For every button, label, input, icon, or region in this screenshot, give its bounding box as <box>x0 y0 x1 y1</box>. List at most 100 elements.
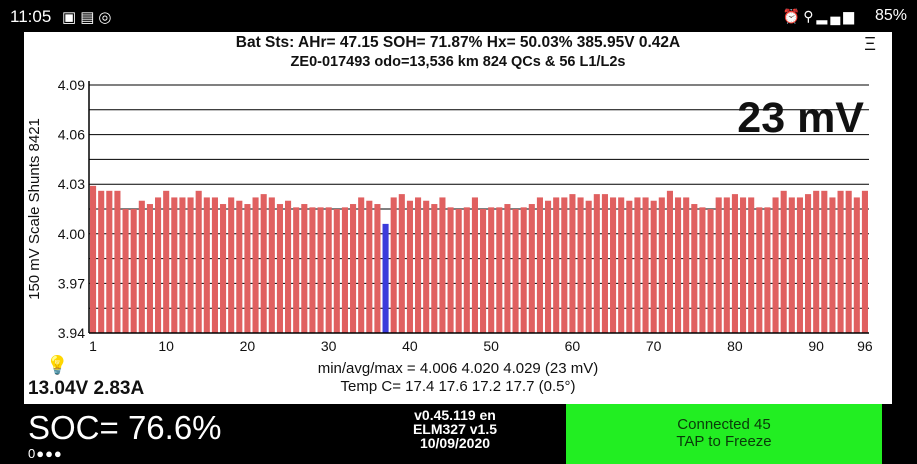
cell-bar <box>203 197 210 333</box>
cell-bar <box>691 204 698 333</box>
y-tick-label: 4.09 <box>58 77 85 93</box>
status-bar: 11:05 ▣▤◎ ⏰⚲▂▄▆ 85% <box>0 0 917 32</box>
cell-bar <box>496 207 503 333</box>
cell-bar <box>642 197 649 333</box>
cell-bar <box>211 197 218 333</box>
x-tick-label: 90 <box>808 338 824 354</box>
y-tick-label: 3.94 <box>58 325 85 341</box>
cell-bar <box>561 197 568 333</box>
cell-bar <box>130 209 137 333</box>
cell-bar <box>780 190 787 333</box>
cell-bar <box>114 190 121 333</box>
y-axis-label: 150 mV Scale Shunts 8421 <box>26 118 43 300</box>
y-tick-label: 4.00 <box>58 226 85 242</box>
adapter-version: ELM327 v1.5 <box>412 421 498 437</box>
cell-bar <box>593 194 600 333</box>
cell-bar <box>748 197 755 333</box>
cell-bar <box>350 204 357 333</box>
temperature-stats: Temp C= 17.4 17.6 17.2 17.7 (0.5°) <box>340 378 576 395</box>
cell-bar <box>122 209 129 333</box>
cell-bar <box>341 207 348 333</box>
cell-bar <box>236 200 243 333</box>
cell-bar <box>293 207 300 333</box>
x-tick-label: 50 <box>483 338 499 354</box>
y-tick-label: 4.06 <box>58 127 85 143</box>
lightbulb-icon[interactable]: 💡 <box>46 355 69 375</box>
cell-bar <box>90 185 97 333</box>
x-tick-label: 40 <box>402 338 418 354</box>
cell-bar <box>398 194 405 333</box>
cell-bar <box>471 197 478 333</box>
cell-bar <box>488 207 495 333</box>
cell-voltage-chart[interactable]: 4.09 4.06 4.03 4.00 3.97 3.94 150 mV Scale Shu… <box>24 32 892 404</box>
cell-bar <box>390 197 397 333</box>
cell-bar <box>731 194 738 333</box>
cell-bar <box>756 207 763 333</box>
cell-bar <box>764 207 771 333</box>
cell-bar <box>861 190 868 333</box>
cell-bar <box>512 209 519 333</box>
cell-bar <box>666 190 673 333</box>
status-time: 11:05 <box>10 7 52 26</box>
cell-bar <box>707 209 714 333</box>
cell-bar <box>683 197 690 333</box>
cell-bar <box>569 194 576 333</box>
x-tick-label: 1 <box>89 338 97 354</box>
cell-bar <box>317 207 324 333</box>
cell-bar <box>423 200 430 333</box>
cell-bar <box>138 200 145 333</box>
min-cell-bar <box>382 223 389 333</box>
cell-bar <box>244 204 251 333</box>
progress-dots: 0●●● <box>28 446 63 461</box>
cell-bar <box>463 207 470 333</box>
cell-bar <box>220 204 227 333</box>
cell-bar <box>772 197 779 333</box>
cell-bar <box>634 197 641 333</box>
whatsapp-icon: ◎ <box>98 9 116 26</box>
cell-bar <box>366 200 373 333</box>
freeze-instruction: TAP to Freeze <box>676 433 772 450</box>
cell-bar <box>829 197 836 333</box>
cell-bar <box>601 194 608 333</box>
cell-bar <box>788 197 795 333</box>
cell-bar <box>504 204 511 333</box>
cell-bar <box>325 207 332 333</box>
version-info: v0.45.119 en ELM327 v1.5 10/09/2020 <box>380 408 530 450</box>
location-icon: ⚲ <box>803 8 817 24</box>
cell-bar <box>252 197 259 333</box>
x-tick-label: 30 <box>321 338 337 354</box>
menu-icon[interactable]: Ξ <box>864 34 876 54</box>
cell-bar <box>699 207 706 333</box>
cell-bar <box>805 194 812 333</box>
vehicle-info-line: ZE0-017493 odo=13,536 km 824 QCs & 56 L1… <box>290 54 626 70</box>
cell-bar <box>163 190 170 333</box>
x-tick-label: 10 <box>158 338 174 354</box>
x-tick-label: 60 <box>565 338 581 354</box>
cell-bar <box>585 200 592 333</box>
x-tick-label: 96 <box>857 338 873 354</box>
cell-bar <box>228 197 235 333</box>
cell-bar <box>301 204 308 333</box>
cell-bar <box>333 209 340 333</box>
cell-bar <box>545 200 552 333</box>
cell-bar <box>618 197 625 333</box>
cell-bar <box>431 204 438 333</box>
notification-icons: ▣▤◎ <box>62 8 115 26</box>
cell-bar <box>171 197 178 333</box>
connection-toggle-button[interactable]: Connected 45 TAP to Freeze <box>566 404 882 464</box>
cell-bar <box>610 197 617 333</box>
cell-bar <box>626 200 633 333</box>
connection-status: Connected 45 <box>677 416 771 433</box>
min-avg-max-stats: min/avg/max = 4.006 4.020 4.029 (23 mV) <box>317 360 599 377</box>
battery-percent: 85% <box>874 7 907 24</box>
alarm-icon: ⏰ <box>782 8 804 24</box>
y-tick-label: 3.97 <box>58 275 85 291</box>
battery-monitor-panel[interactable]: 4.09 4.06 4.03 4.00 3.97 3.94 150 mV Scale Shu… <box>24 32 892 404</box>
cell-bar <box>374 204 381 333</box>
bottom-bar: SOC= 76.6% 0●●● v0.45.119 en ELM327 v1.5… <box>0 404 917 464</box>
cell-bar <box>455 209 462 333</box>
cell-bar <box>520 207 527 333</box>
soc-readout: SOC= 76.6% <box>28 409 222 446</box>
cell-bar <box>796 197 803 333</box>
cell-bar <box>658 197 665 333</box>
